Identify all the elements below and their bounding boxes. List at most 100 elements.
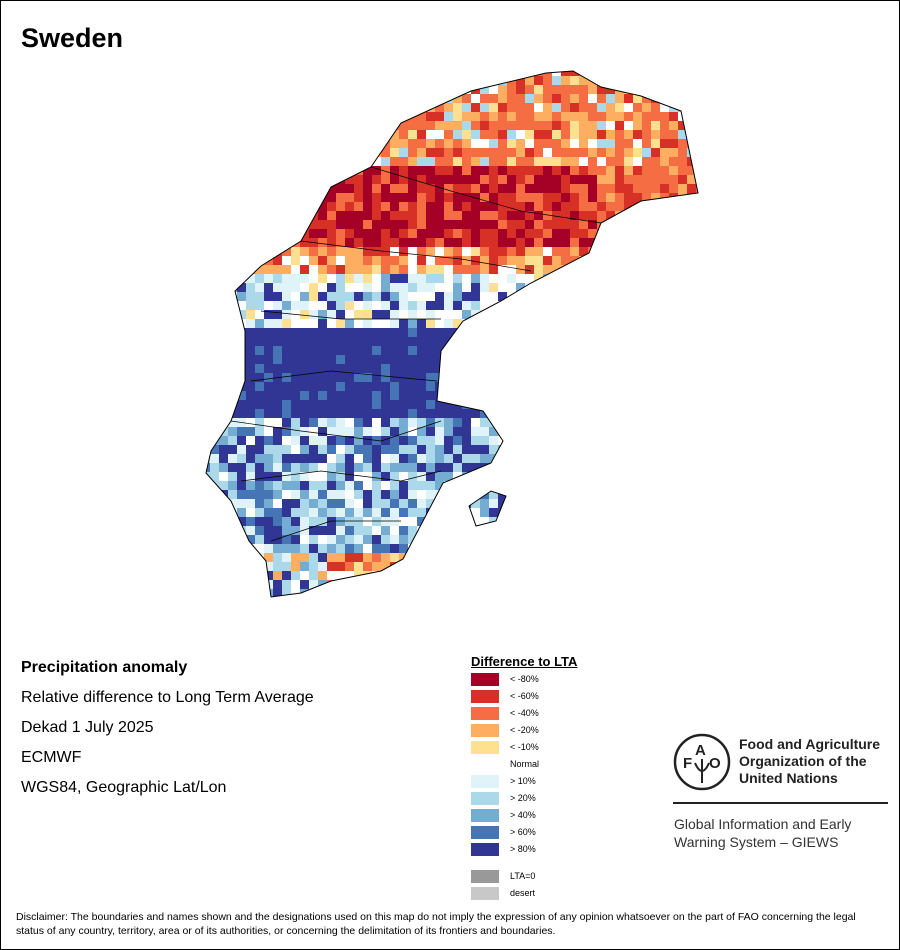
map-cell — [363, 481, 372, 490]
map-cell — [336, 364, 345, 373]
map-cell — [435, 175, 444, 184]
map-cell — [570, 175, 579, 184]
map-cell — [498, 175, 507, 184]
map-cell — [507, 103, 516, 112]
map-cell — [462, 481, 471, 490]
map-cell — [498, 121, 507, 130]
map-cell — [435, 463, 444, 472]
map-cell — [300, 400, 309, 409]
map-cell — [678, 454, 687, 463]
map-cell — [471, 265, 480, 274]
map-cell — [552, 598, 561, 607]
map-cell — [552, 274, 561, 283]
map-cell — [678, 202, 687, 211]
map-cell — [219, 580, 228, 589]
map-cell — [354, 229, 363, 238]
map-cell — [633, 355, 642, 364]
map-cell — [444, 571, 453, 580]
map-cell — [624, 472, 633, 481]
map-cell — [381, 103, 390, 112]
map-cell — [390, 544, 399, 553]
map-cell — [687, 553, 696, 562]
map-cell — [345, 328, 354, 337]
map-cell — [687, 292, 696, 301]
map-cell — [606, 364, 615, 373]
map-cell — [507, 85, 516, 94]
map-cell — [318, 238, 327, 247]
map-cell — [480, 571, 489, 580]
map-cell — [651, 112, 660, 121]
map-cell — [435, 211, 444, 220]
map-cell — [597, 319, 606, 328]
map-cell — [462, 103, 471, 112]
map-cell — [246, 229, 255, 238]
map-cell — [453, 454, 462, 463]
map-cell — [561, 526, 570, 535]
map-cell — [669, 463, 678, 472]
map-cell — [561, 562, 570, 571]
map-cell — [498, 139, 507, 148]
map-cell — [408, 526, 417, 535]
map-cell — [399, 130, 408, 139]
map-cell — [336, 355, 345, 364]
map-cell — [624, 589, 633, 597]
map-cell — [579, 364, 588, 373]
map-cell — [669, 157, 678, 166]
map-cell — [219, 184, 228, 193]
map-cell — [417, 571, 426, 580]
map-cell — [390, 283, 399, 292]
map-cell — [417, 94, 426, 103]
map-cell — [498, 211, 507, 220]
map-cell — [597, 94, 606, 103]
map-cell — [615, 535, 624, 544]
map-cell — [660, 319, 669, 328]
map-cell — [444, 256, 453, 265]
map-cell — [210, 355, 219, 364]
map-cell — [651, 238, 660, 247]
map-cell — [318, 535, 327, 544]
map-cell — [354, 328, 363, 337]
map-cell — [372, 553, 381, 562]
map-cell — [264, 382, 273, 391]
map-cell — [417, 328, 426, 337]
map-cell — [206, 319, 210, 328]
map-cell — [426, 139, 435, 148]
map-cell — [255, 562, 264, 571]
map-cell — [318, 229, 327, 238]
map-cell — [300, 337, 309, 346]
map-cell — [309, 535, 318, 544]
map-cell — [300, 274, 309, 283]
map-cell — [336, 373, 345, 382]
map-cell — [417, 472, 426, 481]
map-cell — [408, 364, 417, 373]
map-cell — [660, 436, 669, 445]
map-cell — [273, 292, 282, 301]
map-cell — [696, 346, 698, 355]
map-cell — [426, 319, 435, 328]
map-cell — [246, 283, 255, 292]
map-cell — [606, 229, 615, 238]
map-cell — [408, 310, 417, 319]
map-cell — [570, 76, 579, 85]
map-cell — [219, 490, 228, 499]
map-cell — [534, 202, 543, 211]
map-cell — [471, 544, 480, 553]
map-cell — [318, 589, 327, 597]
map-cell — [561, 535, 570, 544]
map-cell — [354, 454, 363, 463]
map-cell — [210, 418, 219, 427]
map-cell — [696, 76, 698, 85]
map-cell — [273, 355, 282, 364]
map-cell — [552, 472, 561, 481]
map-cell — [543, 373, 552, 382]
map-cell — [318, 94, 327, 103]
map-cell — [273, 553, 282, 562]
map-cell — [327, 166, 336, 175]
map-cell — [570, 418, 579, 427]
map-cell — [651, 382, 660, 391]
map-cell — [354, 211, 363, 220]
map-cell — [345, 391, 354, 400]
map-cell — [228, 580, 237, 589]
map-cell — [570, 436, 579, 445]
map-cell — [327, 184, 336, 193]
